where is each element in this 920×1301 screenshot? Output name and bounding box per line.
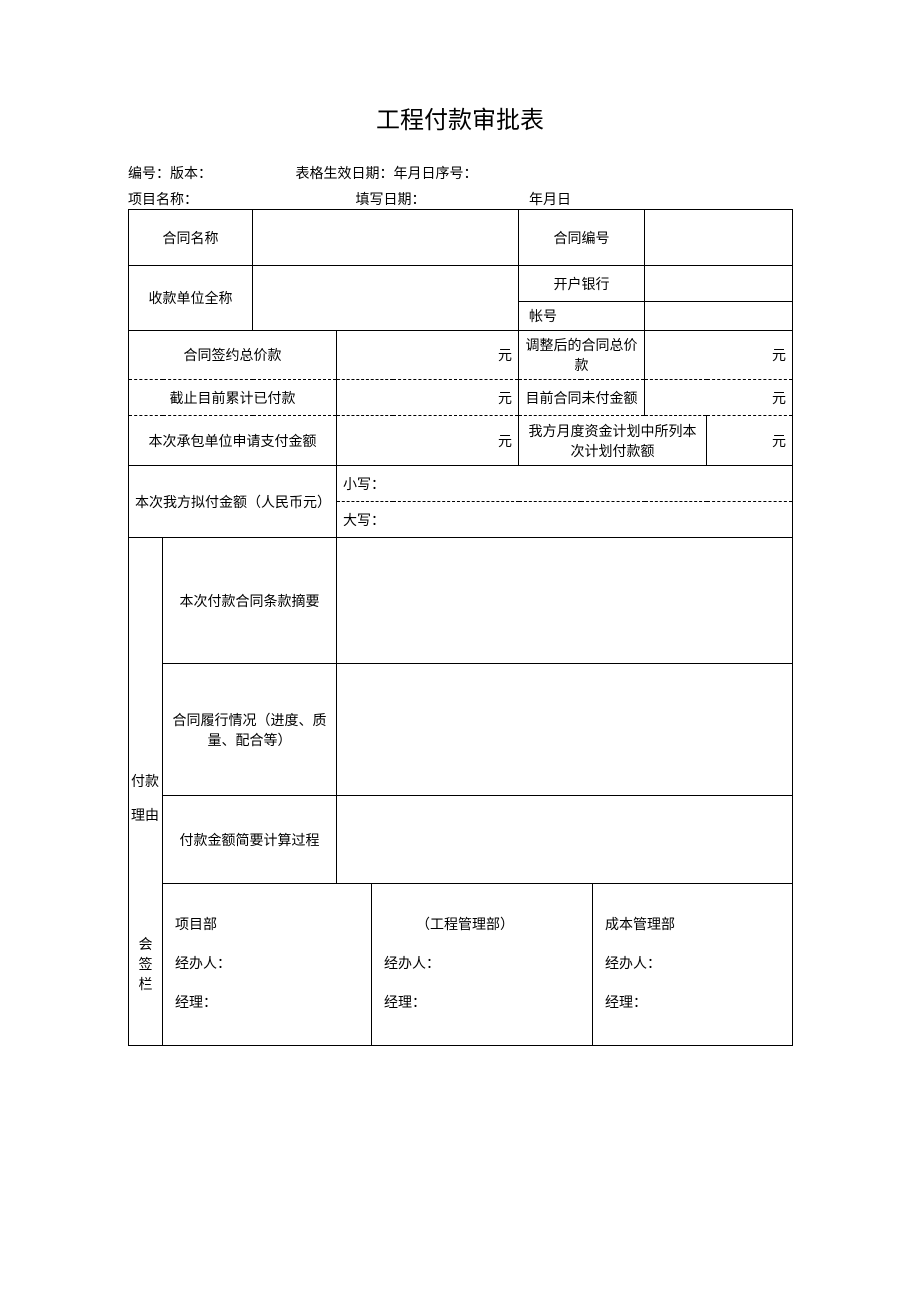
field-bank[interactable] (645, 266, 793, 302)
field-signed-total[interactable]: 元 (337, 331, 519, 380)
header-line-2: 项目名称： 填写日期： 年月日 (128, 189, 792, 209)
manager2-label: 经理： (384, 984, 580, 1023)
unit-yuan: 元 (772, 349, 786, 364)
field-r1[interactable] (337, 538, 793, 664)
label-account: 帐号 (519, 302, 645, 331)
label-reason-vertical: 付款 理由 (129, 766, 161, 833)
label-signed-total: 合同签约总价款 (129, 331, 337, 380)
field-lower[interactable]: 小写： (337, 466, 793, 502)
label-contract-name: 合同名称 (129, 210, 253, 266)
page-title: 工程付款审批表 (128, 100, 792, 135)
dept1-label: 项目部 (175, 906, 359, 945)
field-paid-sofar[interactable]: 元 (337, 380, 519, 416)
sign-col-3[interactable]: 成本管理部 经办人： 经理： (593, 884, 793, 1046)
approval-form-table-lower: 会签栏 项目部 经办人： 经理： （工程管理部） 经办人： 经理： 成本管理部 (128, 883, 793, 1046)
field-contract-no[interactable] (645, 210, 793, 266)
field-account[interactable] (645, 302, 793, 331)
label-r1: 本次付款合同条款摘要 (163, 538, 337, 664)
unit-yuan: 元 (498, 349, 512, 364)
field-adjusted-total[interactable]: 元 (645, 331, 793, 380)
reason-vert-1: 付款 (129, 766, 161, 800)
reason-vert-2: 理由 (129, 800, 161, 834)
dept3-label: 成本管理部 (605, 906, 780, 945)
field-upper[interactable]: 大写： (337, 502, 793, 538)
label-our-pay: 本次我方拟付金额（人民币元） (129, 466, 337, 538)
handler2-label: 经办人： (384, 945, 580, 984)
handler3-label: 经办人： (605, 945, 780, 984)
field-unpaid[interactable]: 元 (645, 380, 793, 416)
label-upper: 大写： (343, 514, 385, 529)
label-unpaid: 目前合同未付金额 (519, 380, 645, 416)
field-r2[interactable] (337, 664, 793, 796)
approval-form-table: 合同名称 合同编号 收款单位全称 开户银行 帐号 合同签约总价款 元 调整后的合… (128, 209, 793, 884)
label-r2: 合同履行情况（进度、质量、配合等） (163, 664, 337, 796)
label-payee: 收款单位全称 (129, 266, 253, 331)
header-line1-right: 表格生效日期：年月日序号： (296, 163, 478, 183)
field-r3[interactable] (337, 796, 793, 884)
label-sign-text: 会签栏 (135, 934, 156, 994)
manager3-label: 经理： (605, 984, 780, 1023)
header-line1-left: 编号：版本： (128, 163, 212, 183)
fill-date-label: 填写日期： (356, 189, 426, 209)
label-r3: 付款金额简要计算过程 (163, 796, 337, 884)
sign-col-1[interactable]: 项目部 经办人： 经理： (163, 884, 372, 1046)
field-apply-amt[interactable]: 元 (337, 416, 519, 466)
label-bank: 开户银行 (519, 266, 645, 302)
sign-col-2[interactable]: （工程管理部） 经办人： 经理： (372, 884, 593, 1046)
unit-yuan: 元 (498, 392, 512, 407)
unit-yuan: 元 (498, 435, 512, 450)
handler1-label: 经办人： (175, 945, 359, 984)
project-label: 项目名称： (128, 189, 198, 209)
label-plan-amt: 我方月度资金计划中所列本次计划付款额 (519, 416, 707, 466)
field-payee[interactable] (253, 266, 519, 331)
field-contract-name[interactable] (253, 210, 519, 266)
label-adjusted-total: 调整后的合同总价款 (519, 331, 645, 380)
label-contract-no: 合同编号 (519, 210, 645, 266)
field-plan-amt[interactable]: 元 (707, 416, 793, 466)
label-paid-sofar: 截止目前累计已付款 (129, 380, 337, 416)
label-apply-amt: 本次承包单位申请支付金额 (129, 416, 337, 466)
dept2-label: （工程管理部） (384, 906, 580, 945)
unit-yuan: 元 (772, 435, 786, 450)
label-sign-vert: 会签栏 (129, 884, 163, 1046)
unit-yuan: 元 (772, 392, 786, 407)
fill-date-value: 年月日 (529, 189, 571, 209)
label-lower: 小写： (343, 478, 385, 493)
header-line-1: 编号：版本： 表格生效日期：年月日序号： (128, 163, 792, 183)
manager1-label: 经理： (175, 984, 359, 1023)
